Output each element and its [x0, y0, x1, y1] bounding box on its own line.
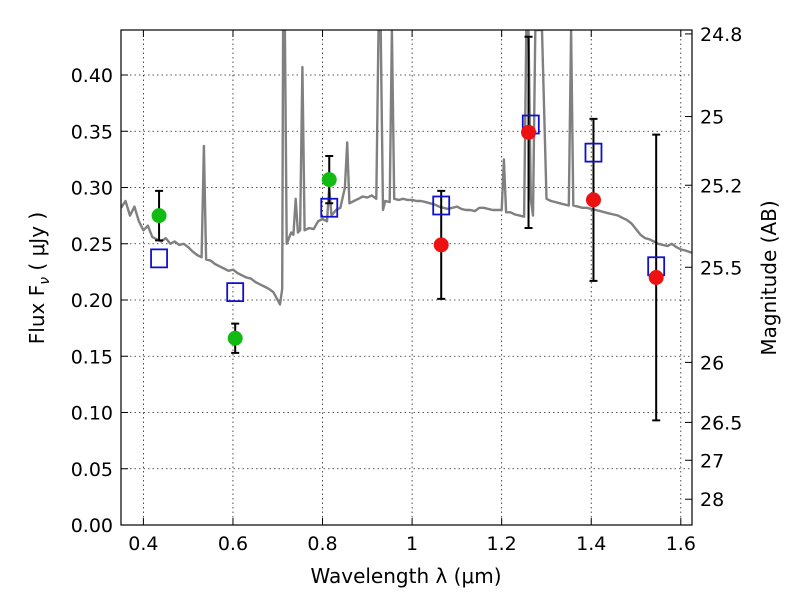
y-tick-label: 0.20 — [71, 290, 113, 312]
data-point — [321, 172, 337, 188]
y-tick-label: 0.30 — [71, 178, 113, 200]
y-axis-label: Flux Fν ( μJy ) — [25, 212, 53, 344]
x-tick-label: 0.6 — [218, 533, 248, 555]
error-bars — [155, 35, 661, 422]
y-tick-label: 0.05 — [71, 459, 113, 481]
y2-tick-label: 26.5 — [700, 412, 742, 434]
y-tick-label: 0.15 — [71, 346, 113, 368]
data-point — [433, 237, 449, 253]
plot-frame — [120, 29, 693, 526]
model-square — [584, 142, 603, 163]
x-tick-label: 0.4 — [128, 533, 158, 555]
y2-axis-label: Magnitude (AB) — [757, 200, 781, 355]
x-axis-label: Wavelength λ (μm) — [310, 564, 501, 588]
data-point — [648, 270, 664, 285]
y2-tick-label: 25.2 — [700, 175, 742, 197]
model-square — [320, 197, 339, 218]
y-axis-label-sub: ν — [37, 277, 53, 285]
observed-photometry-points — [151, 124, 664, 346]
grid-lines — [121, 30, 692, 525]
x-tick-label: 1.4 — [576, 533, 606, 555]
axes: 0.4 0.6 0.8 1 1.2 1.4 1.6 0.00 0.05 0.10 0.15 0.20 0… — [71, 24, 743, 555]
y-tick-label: 0.00 — [71, 515, 113, 537]
axis-labels: Wavelength λ (μm) Magnitude (AB) Flux Fν… — [25, 200, 781, 588]
y2-tick-label: 25 — [700, 107, 724, 129]
data-point — [521, 124, 537, 140]
data-point — [151, 208, 167, 224]
model-square — [150, 248, 168, 269]
y2-tick-label: 27 — [700, 450, 724, 472]
y2-tick-label: 24.8 — [700, 24, 742, 46]
x-tick-label: 1 — [406, 533, 418, 555]
y-tick-label: 0.40 — [71, 65, 113, 87]
y2-tick-label: 26 — [700, 352, 724, 374]
model-spectrum — [121, 30, 692, 306]
data-point — [227, 330, 243, 346]
x-tick-label: 0.8 — [307, 533, 337, 555]
y-tick-label: 0.35 — [71, 121, 113, 143]
x-tick-label: 1.2 — [487, 533, 517, 555]
y-axis-label-unit: ( μJy ) — [25, 212, 49, 277]
data-point — [585, 192, 601, 208]
y-axis-label-main: Flux F — [25, 285, 49, 344]
y-tick-label: 0.10 — [71, 403, 113, 425]
y2-tick-label: 25.5 — [700, 257, 742, 279]
model-square — [432, 195, 451, 216]
y2-tick-label: 28 — [700, 489, 724, 511]
y-tick-label: 0.25 — [71, 234, 113, 256]
model-spectrum-line — [121, 30, 692, 306]
model-square — [226, 282, 245, 303]
x-tick-label: 1.6 — [666, 533, 696, 555]
